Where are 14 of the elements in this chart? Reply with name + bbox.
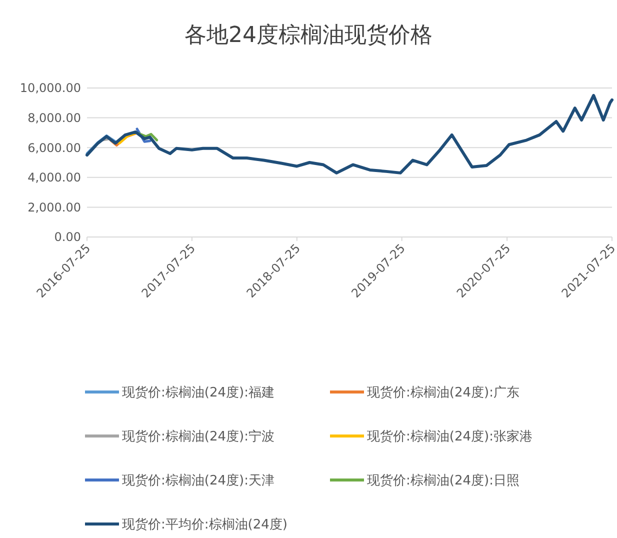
y-tick-label: 10,000.00: [20, 81, 81, 96]
y-tick-label: 6,000.00: [28, 140, 81, 155]
legend-label: 现货价:棕榈油(24度):宁波: [122, 428, 274, 445]
y-tick-label: 0.00: [54, 230, 81, 244]
legend-label: 现货价:棕榈油(24度):张家港: [367, 428, 532, 445]
legend-label: 现货价:棕榈油(24度):广东: [367, 384, 520, 401]
y-tick-label: 4,000.00: [28, 170, 81, 185]
legend-label: 现货价:棕榈油(24度):天津: [122, 472, 274, 489]
y-tick-label: 2,000.00: [28, 200, 81, 214]
chart-title: 各地24度棕榈油现货价格: [184, 23, 432, 48]
legend-label: 现货价:棕榈油(24度):日照: [367, 472, 520, 489]
y-tick-label: 8,000.00: [28, 111, 81, 125]
legend-label: 现货价:棕榈油(24度):福建: [122, 384, 274, 401]
legend-label: 现货价:平均价:棕榈油(24度): [122, 516, 288, 533]
